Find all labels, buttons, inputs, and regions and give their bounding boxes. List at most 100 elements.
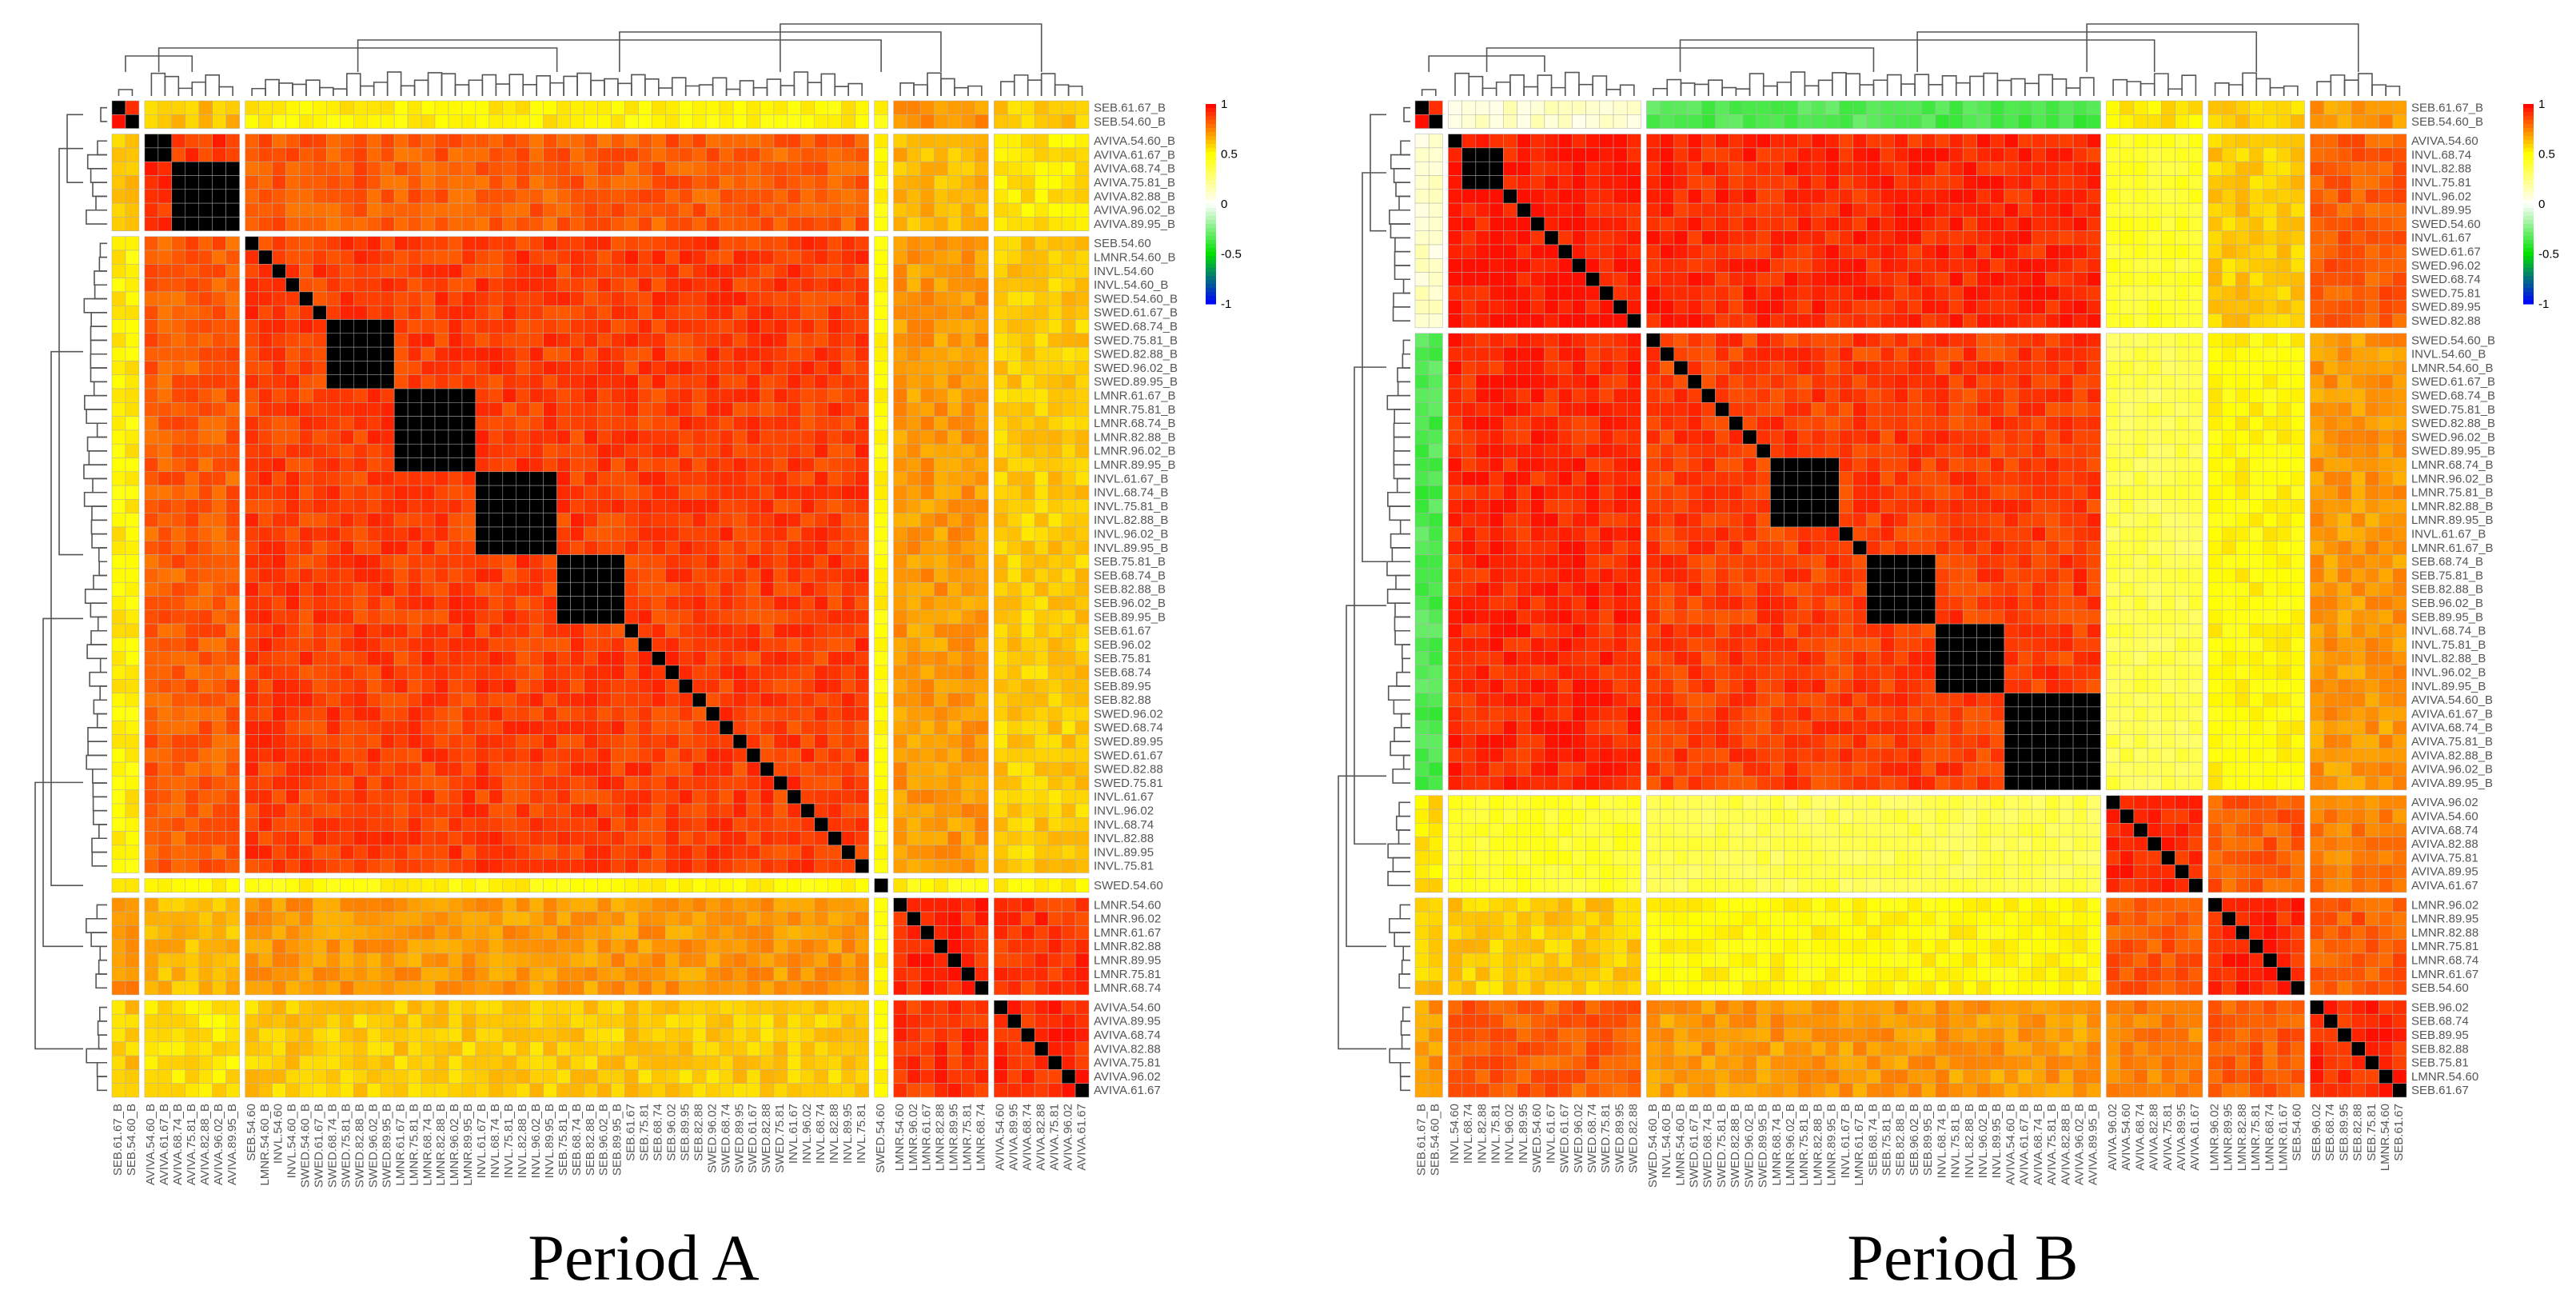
heatmap-cell [638, 596, 652, 611]
heatmap-cell [705, 457, 720, 473]
heatmap-cell [212, 911, 226, 926]
heatmap-cell [340, 554, 354, 569]
heatmap-cell [502, 147, 517, 162]
heatmap-cell [434, 554, 449, 569]
heatmap-cell [380, 346, 395, 361]
heatmap-cell [570, 526, 584, 541]
heatmap-cell [746, 361, 761, 375]
heatmap-cell [529, 161, 544, 176]
heatmap-cell [488, 175, 504, 190]
heatmap-cell [529, 939, 544, 954]
heatmap-cell [961, 189, 975, 204]
heatmap-cell [125, 189, 140, 204]
heatmap-cell [732, 1000, 748, 1015]
heatmap-cell [678, 202, 693, 218]
heatmap-cell [245, 761, 259, 777]
row-label: AVIVA.89.95 [1094, 1015, 1161, 1028]
heatmap-cell [746, 1041, 761, 1056]
heatmap-cell [1034, 1013, 1049, 1028]
heatmap-cell [299, 845, 313, 860]
heatmap-cell [258, 1028, 273, 1043]
heatmap-cell [719, 471, 734, 486]
heatmap-cell [907, 499, 921, 513]
heatmap-cell [692, 734, 707, 749]
heatmap-cell [326, 361, 341, 375]
heatmap-cell [1020, 734, 1035, 749]
heatmap-cell [920, 175, 935, 190]
heatmap-cell [827, 776, 842, 790]
heatmap-cell [461, 499, 477, 513]
heatmap-cell [1020, 925, 1035, 940]
heatmap-cell [760, 236, 775, 251]
heatmap-cell [1034, 319, 1049, 334]
heatmap-cell [947, 596, 962, 611]
heatmap-cell [994, 217, 1008, 231]
row-label: SWED.75.81_B [1094, 333, 1178, 347]
heatmap-cell [299, 720, 313, 735]
heatmap-cell [125, 471, 140, 486]
heatmap-cell [556, 147, 571, 162]
heatmap-cell [1047, 925, 1063, 940]
heatmap-cell [225, 609, 240, 625]
heatmap-cell [272, 189, 286, 204]
heatmap-cell [171, 541, 186, 555]
heatmap-cell [584, 305, 598, 320]
heatmap-cell [125, 803, 140, 818]
heatmap-cell [529, 953, 544, 968]
heatmap-cell [611, 1041, 625, 1056]
heatmap-cell [874, 114, 888, 129]
heatmap-cell [841, 568, 855, 583]
heatmap-cell [516, 429, 530, 445]
heatmap-cell [800, 333, 815, 348]
heatmap-cell [353, 147, 368, 162]
column-label: SWED.68.74_B [326, 1104, 340, 1188]
heatmap-cell [760, 305, 775, 320]
heatmap-cell [158, 925, 173, 940]
heatmap-cell [665, 596, 680, 611]
heatmap-cell [407, 388, 422, 403]
heatmap-cell [652, 980, 666, 996]
heatmap-cell [746, 264, 761, 278]
heatmap-cell [353, 967, 368, 981]
heatmap-cell [597, 651, 612, 666]
heatmap-cell [893, 513, 907, 528]
heatmap-cell [421, 291, 436, 306]
heatmap-cell [665, 637, 680, 652]
heatmap-cell [212, 526, 226, 541]
heatmap-cell [326, 596, 341, 611]
heatmap-cell [245, 609, 259, 625]
heatmap-cell [516, 1013, 530, 1028]
heatmap-cell [597, 1028, 612, 1043]
heatmap-cell [258, 189, 273, 204]
heatmap-cell [1047, 134, 1063, 149]
heatmap-cell [448, 374, 463, 389]
heatmap-cell [597, 388, 612, 403]
heatmap-cell [258, 319, 273, 334]
heatmap-cell [1034, 776, 1049, 790]
heatmap-cell [516, 457, 530, 473]
heatmap-cell [1047, 278, 1063, 293]
heatmap-cell [245, 967, 259, 981]
heatmap-cell [800, 189, 815, 204]
heatmap-cell [285, 623, 300, 638]
heatmap-cell [111, 250, 126, 265]
heatmap-cell [692, 679, 707, 693]
heatmap-cell [461, 911, 477, 926]
heatmap-cell [692, 278, 707, 293]
heatmap-cell [624, 175, 639, 190]
heatmap-cell [638, 789, 652, 805]
heatmap-cell [516, 416, 530, 431]
heatmap-cell [340, 980, 354, 996]
heatmap-cell [855, 776, 869, 790]
heatmap-cell [340, 278, 354, 293]
heatmap-cell [719, 402, 734, 417]
heatmap-cell [994, 1055, 1008, 1070]
heatmap-cell [380, 1028, 395, 1043]
heatmap-cell [1034, 581, 1049, 597]
heatmap-cell [773, 925, 788, 940]
heatmap-cell [705, 388, 720, 403]
heatmap-cell [975, 761, 989, 777]
heatmap-cell [920, 471, 935, 486]
heatmap-cell [111, 1028, 126, 1043]
heatmap-cell [652, 679, 666, 693]
